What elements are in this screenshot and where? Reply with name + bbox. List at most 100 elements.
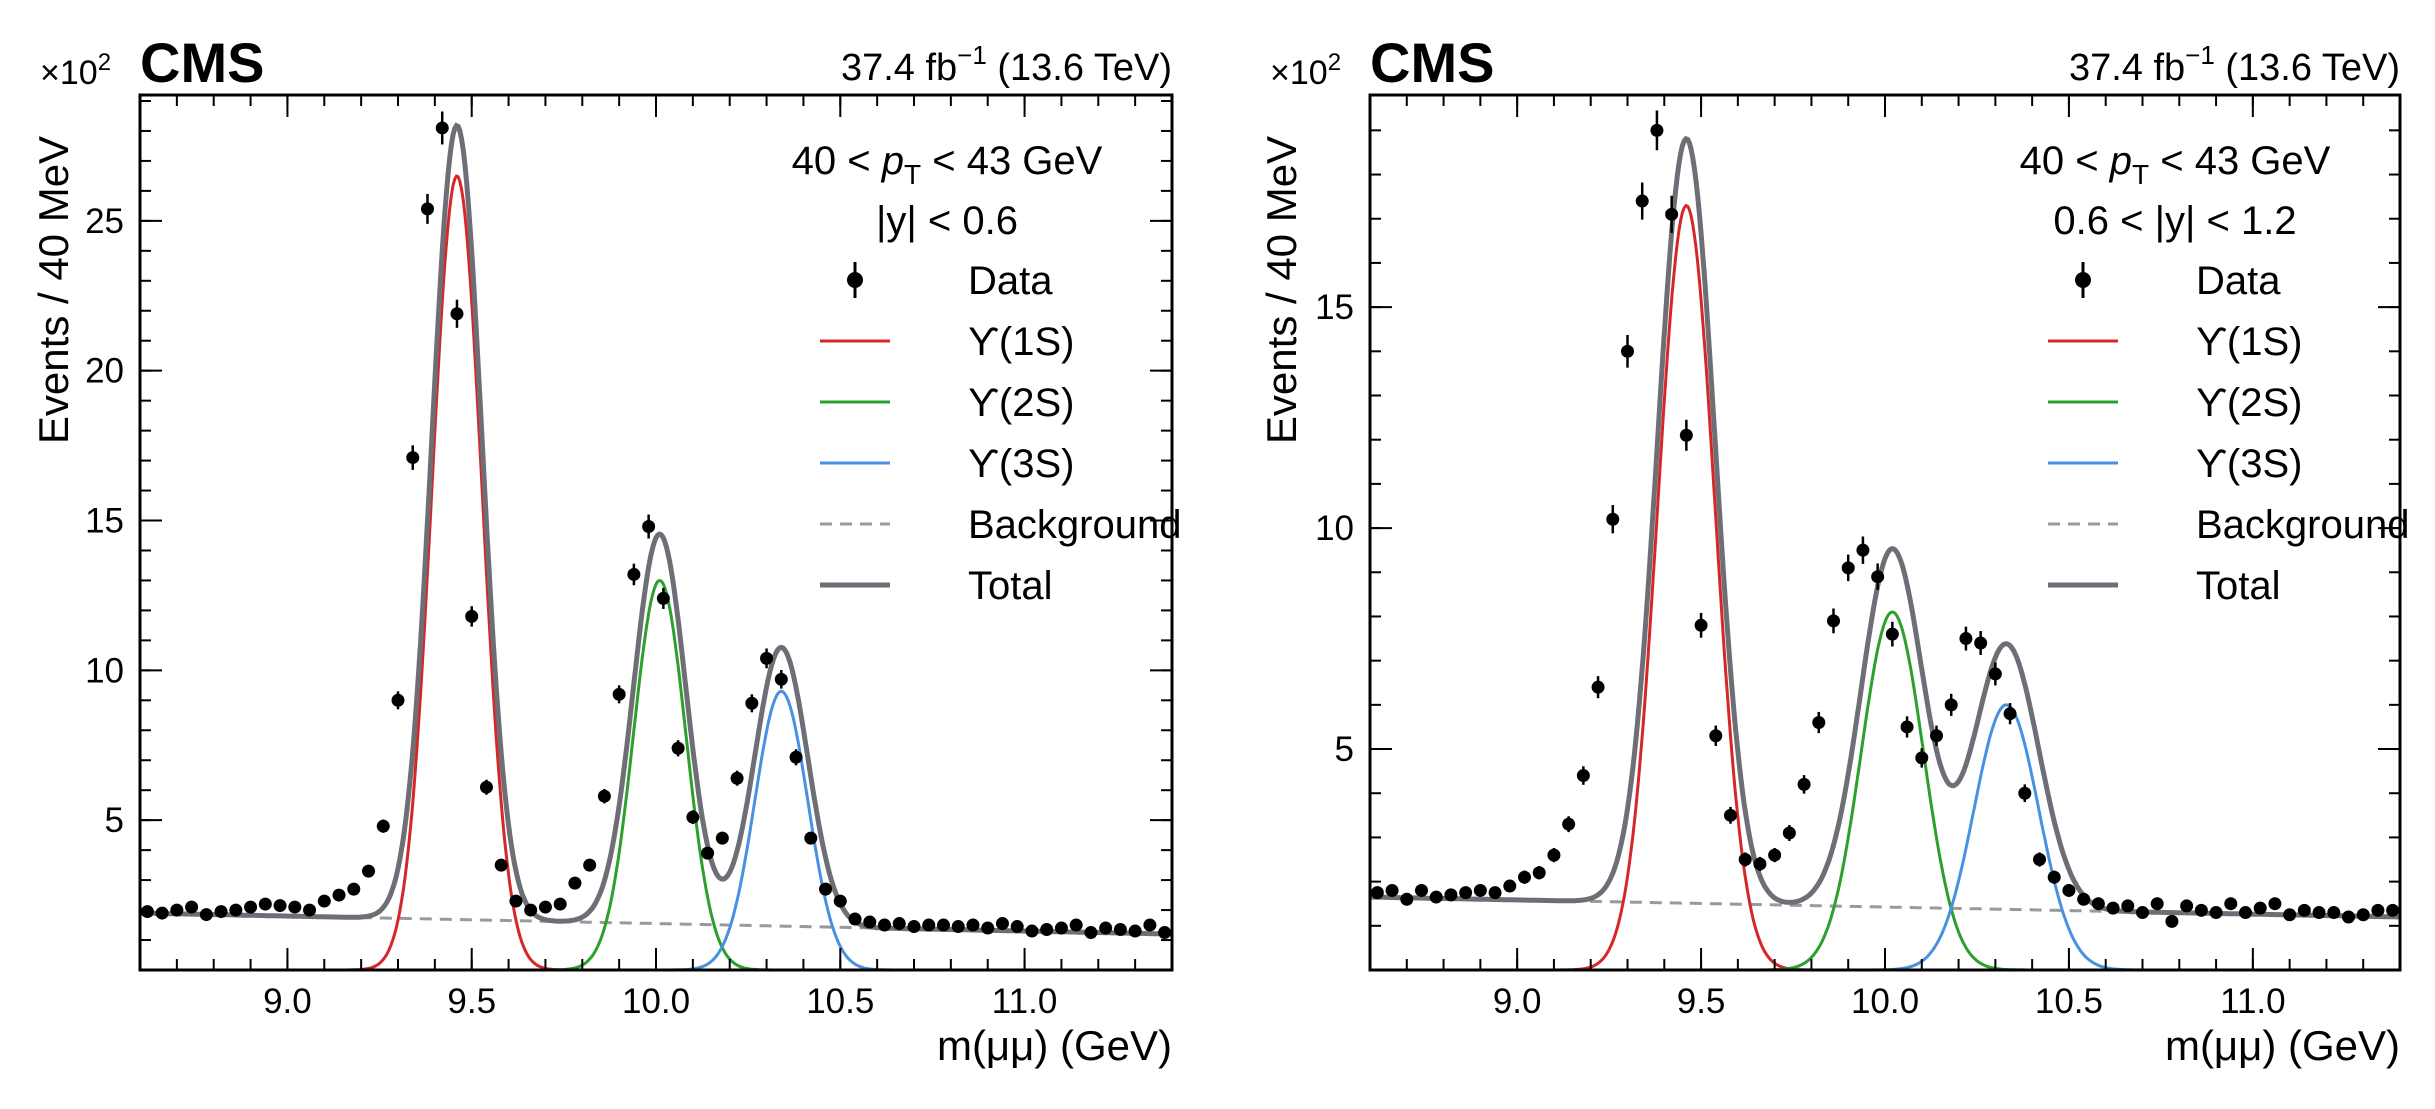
data-point: [789, 750, 803, 764]
data-point: [1084, 926, 1098, 940]
data-point: [1871, 570, 1885, 584]
data-point: [214, 905, 228, 919]
pt-range-label: 40 < pT < 43 GeV: [792, 139, 1103, 190]
lumi-label: 37.4 fb−1 (13.6 TeV): [841, 40, 1172, 89]
data-point: [1370, 886, 1384, 900]
x-tick-label: 9.0: [263, 982, 312, 1021]
data-point: [1974, 636, 1988, 650]
data-point: [936, 918, 950, 932]
y-tick-label: 10: [1315, 509, 1354, 548]
data-point: [745, 696, 759, 710]
legend-background-label: Background: [968, 503, 1181, 547]
legend: Data ϒ(1S) ϒ(2S) ϒ(3S) Background Total: [2048, 259, 2409, 608]
data-point: [1782, 826, 1796, 840]
panel-right: ×102 CMS 37.4 fb−1 (13.6 TeV) Events / 4…: [1258, 31, 2409, 1069]
data-point: [1562, 817, 1576, 831]
data-point: [1591, 680, 1605, 694]
pt-range-label: 40 < pT < 43 GeV: [2020, 139, 2331, 190]
data-point: [922, 918, 936, 932]
legend-data-marker: [2075, 272, 2091, 288]
data-point: [2342, 910, 2355, 924]
x-tick-label: 11.0: [992, 982, 1058, 1021]
x-tick-label: 9.5: [447, 982, 496, 1021]
data-point: [819, 882, 833, 896]
data-point: [1488, 886, 1502, 900]
data-point: [2121, 899, 2135, 913]
x-tick-label: 11.0: [2220, 982, 2286, 1021]
data-point: [863, 915, 877, 929]
data-point: [627, 567, 641, 581]
data-point: [1040, 923, 1054, 937]
selection-label: 40 < pT < 43 GeV |y| < 0.6: [792, 139, 1103, 243]
data-point: [2180, 899, 2194, 913]
plot-area: [140, 122, 1172, 970]
data-point: [2356, 908, 2370, 922]
data-point: [1518, 870, 1531, 884]
data-point: [494, 858, 508, 872]
data-point: [435, 121, 449, 135]
data-point: [1768, 848, 1782, 862]
data-point: [2253, 901, 2267, 915]
rapidity-label: |y| < 0.6: [876, 199, 1018, 243]
y-axis-title: Events / 40 MeV: [30, 136, 77, 444]
data-point: [1988, 667, 2002, 681]
legend-total-label: Total: [968, 564, 1053, 608]
x-tick-label: 9.5: [1677, 982, 1726, 1021]
y-axis-title: Events / 40 MeV: [1258, 136, 1305, 444]
legend-data-label: Data: [2196, 259, 2281, 303]
data-point: [2239, 906, 2252, 920]
experiment-label: CMS: [1370, 31, 1494, 94]
data-point: [524, 903, 538, 917]
data-point: [804, 831, 818, 845]
data-point: [1606, 512, 1620, 526]
total-fit-curve: [140, 122, 1172, 937]
data-point: [878, 918, 892, 932]
data-point: [1679, 428, 1693, 442]
x-tick-label: 9.0: [1493, 982, 1542, 1021]
data-point: [1753, 857, 1767, 871]
data-point: [2386, 903, 2400, 917]
data-point: [2209, 906, 2223, 920]
data-point: [1010, 920, 1024, 934]
data-point: [509, 894, 523, 908]
lumi-label: 37.4 fb−1 (13.6 TeV): [2069, 40, 2400, 89]
data-point: [2047, 870, 2061, 884]
data-point: [1503, 879, 1517, 893]
data-point: [2136, 906, 2149, 920]
data-point: [1885, 627, 1899, 641]
axes-frame: [138, 93, 1174, 972]
data-point: [1635, 194, 1649, 208]
data-point: [2371, 903, 2385, 917]
data-point: [2165, 914, 2179, 928]
data-point: [244, 900, 258, 914]
legend-3s-label: ϒ(3S): [2196, 442, 2302, 486]
data-point: [1694, 618, 1708, 632]
data-point: [420, 202, 434, 216]
data-point: [774, 672, 788, 686]
data-point: [1099, 921, 1113, 935]
data-point: [1069, 918, 1083, 932]
data-point: [568, 876, 582, 890]
axis-ticks: 9.0 9.5 10.0 10.5 11.0 5 10 15 20 25: [85, 95, 1173, 1021]
y-scale-label: ×102: [40, 49, 111, 92]
data-point: [1429, 890, 1443, 904]
data-point: [2327, 906, 2341, 920]
legend-background-label: Background: [2196, 503, 2409, 547]
data-point: [1930, 729, 1943, 743]
data-point: [2091, 897, 2105, 911]
data-point: [1724, 808, 1737, 822]
data-point: [966, 918, 980, 932]
y-tick-label: 5: [105, 801, 124, 840]
data-point: [1621, 344, 1634, 358]
rapidity-label: 0.6 < |y| < 1.2: [2053, 199, 2296, 243]
data-point: [2297, 903, 2311, 917]
data-point: [376, 819, 390, 833]
legend-2s-label: ϒ(2S): [968, 381, 1074, 425]
data-point: [642, 520, 656, 534]
x-axis-title: m(μμ) (GeV): [937, 1022, 1172, 1069]
data-point: [1959, 632, 1973, 646]
legend-data-label: Data: [968, 259, 1053, 303]
data-point: [1915, 751, 1929, 765]
y-tick-label: 10: [85, 651, 124, 690]
legend-1s-label: ϒ(1S): [968, 320, 1074, 364]
